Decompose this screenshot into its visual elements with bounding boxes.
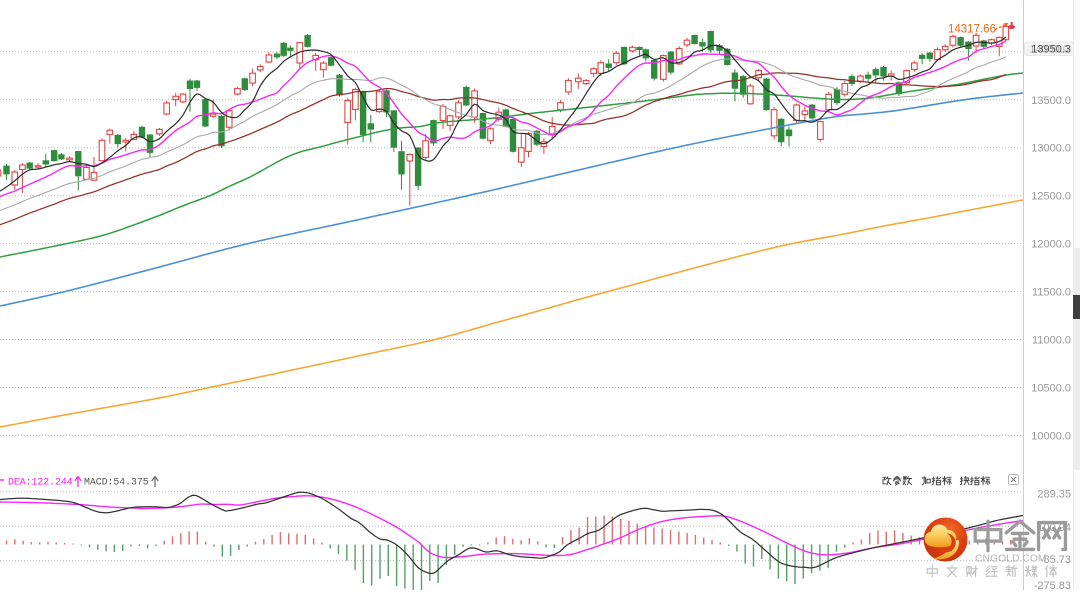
svg-text:13500.0: 13500.0 (1031, 95, 1071, 107)
svg-text:12500.0: 12500.0 (1031, 191, 1071, 203)
svg-text:10500.0: 10500.0 (1031, 382, 1071, 394)
svg-text:DEA:122.244: DEA:122.244 (8, 477, 73, 488)
svg-text:13950.3: 13950.3 (1031, 44, 1071, 56)
svg-text:12000.0: 12000.0 (1031, 239, 1071, 251)
svg-text:14000.0: 14000.0 (1029, 44, 1069, 56)
svg-text:-85.73: -85.73 (1040, 554, 1071, 566)
svg-text:14317.66: 14317.66 (948, 24, 996, 36)
svg-text:MACD:54.375: MACD:54.375 (84, 477, 149, 488)
svg-text:10000.0: 10000.0 (1031, 430, 1071, 442)
svg-text:289.35: 289.35 (1037, 488, 1071, 500)
svg-text:13000.0: 13000.0 (1031, 143, 1071, 155)
svg-text:-275.83: -275.83 (1034, 580, 1071, 590)
svg-text:11500.0: 11500.0 (1032, 287, 1071, 299)
svg-text:11000.0: 11000.0 (1032, 335, 1071, 347)
svg-text:CNGOLD.COM: CNGOLD.COM (975, 554, 1047, 565)
